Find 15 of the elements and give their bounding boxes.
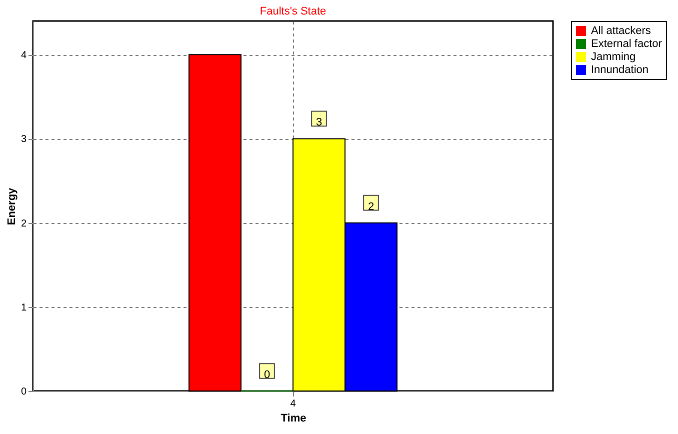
legend-label: External factor: [591, 38, 662, 50]
x-axis-title: Time: [280, 412, 306, 424]
y-axis-title: Energy: [6, 186, 18, 226]
data-label: 0: [264, 369, 270, 381]
data-label: 3: [316, 116, 322, 129]
y-tick-label: 2: [20, 218, 27, 230]
legend-label: All attackers: [591, 25, 652, 37]
y-tick-label: 1: [20, 302, 27, 314]
legend-label: Innundation: [591, 64, 648, 76]
legend-label: Jamming: [591, 51, 636, 63]
data-label: 2: [368, 200, 374, 213]
y-tick-label: 3: [20, 134, 27, 146]
y-tick-label: 4: [20, 50, 27, 62]
y-tick-label: 0: [20, 386, 27, 398]
chart-title: Faults's State: [260, 6, 326, 18]
